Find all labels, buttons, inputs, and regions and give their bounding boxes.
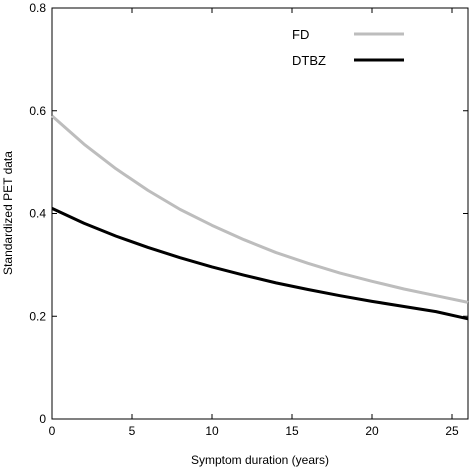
- y-axis-title: Standardized PET data: [1, 151, 15, 275]
- y-tick-label: 0: [39, 412, 46, 426]
- series-line-fd: [51, 114, 469, 304]
- legend-label-fd: FD: [292, 27, 309, 42]
- axis-ticks: 0 5 10 15 20 25 0 0.2 0.4 0.6 0.8: [29, 1, 468, 438]
- y-tick-label: 0.6: [29, 104, 46, 118]
- x-tick-label: 5: [129, 424, 136, 438]
- y-tick-label: 0.2: [29, 309, 46, 323]
- y-tick-label: 0.8: [29, 1, 46, 15]
- plot-frame: [51, 7, 469, 420]
- legend: FD DTBZ: [292, 27, 404, 68]
- y-tick-label: 0.4: [29, 207, 46, 221]
- x-axis-title: Symptom duration (years): [191, 453, 329, 467]
- x-tick-label: 0: [49, 424, 56, 438]
- legend-label-dtbz: DTBZ: [292, 53, 326, 68]
- series-line-dtbz: [51, 207, 469, 321]
- x-tick-label: 25: [445, 424, 459, 438]
- x-tick-label: 10: [205, 424, 219, 438]
- x-tick-label: 20: [365, 424, 379, 438]
- x-tick-label: 15: [285, 424, 299, 438]
- series-layer: [51, 114, 469, 321]
